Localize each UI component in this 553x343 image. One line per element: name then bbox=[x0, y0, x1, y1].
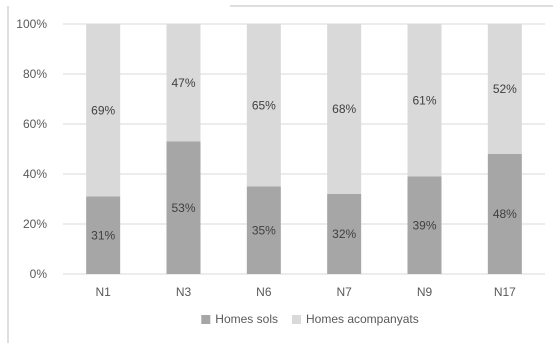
data-label: 69% bbox=[91, 103, 115, 117]
x-category-label: N1 bbox=[95, 285, 111, 299]
data-label: 47% bbox=[171, 76, 195, 90]
legend-swatch bbox=[291, 315, 301, 324]
data-label: 61% bbox=[412, 93, 436, 107]
data-label: 39% bbox=[412, 218, 436, 232]
x-category-label: N3 bbox=[176, 285, 192, 299]
bar-segment-n9-series-0 bbox=[407, 176, 442, 274]
bar-segment-n1-series-1 bbox=[86, 24, 121, 197]
bars: 31% 69% 53% 47% 35% 65% 32% 68% 39% 61% 48% 52% bbox=[86, 24, 522, 274]
bar-segment-n7-series-1 bbox=[327, 24, 362, 194]
legend-label: Homes sols bbox=[215, 312, 278, 326]
legend: Homes sols Homes acompanyats bbox=[201, 312, 419, 326]
bar-segment-n17-series-0 bbox=[487, 154, 522, 274]
x-category-label: N7 bbox=[336, 285, 352, 299]
x-axis: N1 N3 N6 N7 N9 N17 bbox=[95, 285, 516, 299]
bar-segment-n17-series-1 bbox=[487, 24, 522, 154]
data-label: 52% bbox=[493, 82, 517, 96]
y-tick-label: 80% bbox=[23, 67, 47, 81]
y-tick-label: 40% bbox=[23, 167, 47, 181]
y-tick-label: 20% bbox=[23, 217, 47, 231]
data-label: 31% bbox=[91, 228, 115, 242]
bar-segment-n6-series-0 bbox=[246, 186, 281, 274]
bar-segment-n7-series-0 bbox=[327, 194, 362, 274]
y-axis: 0% 20% 40% 60% 80% 100% bbox=[16, 17, 47, 281]
data-label: 68% bbox=[332, 102, 356, 116]
x-category-label: N17 bbox=[494, 285, 516, 299]
gridlines bbox=[63, 23, 545, 275]
y-tick-label: 0% bbox=[30, 267, 48, 281]
legend-swatch bbox=[201, 315, 211, 324]
data-label: 35% bbox=[252, 223, 276, 237]
bar-segment-n1-series-0 bbox=[86, 196, 121, 274]
bar-segment-n9-series-1 bbox=[407, 24, 442, 177]
bar-segment-n3-series-0 bbox=[166, 141, 201, 274]
legend-item-1: Homes acompanyats bbox=[291, 312, 419, 326]
y-tick-label: 100% bbox=[16, 17, 47, 31]
bar-segment-n6-series-1 bbox=[246, 24, 281, 187]
data-label: 65% bbox=[252, 98, 276, 112]
data-label: 32% bbox=[332, 227, 356, 241]
bar-segment-n3-series-1 bbox=[166, 24, 201, 142]
x-category-label: N6 bbox=[256, 285, 272, 299]
legend-item-0: Homes sols bbox=[201, 312, 278, 326]
data-label: 48% bbox=[493, 207, 517, 221]
legend-label: Homes acompanyats bbox=[306, 312, 419, 326]
x-category-label: N9 bbox=[417, 285, 433, 299]
y-tick-label: 60% bbox=[23, 117, 47, 131]
data-label: 53% bbox=[171, 201, 195, 215]
